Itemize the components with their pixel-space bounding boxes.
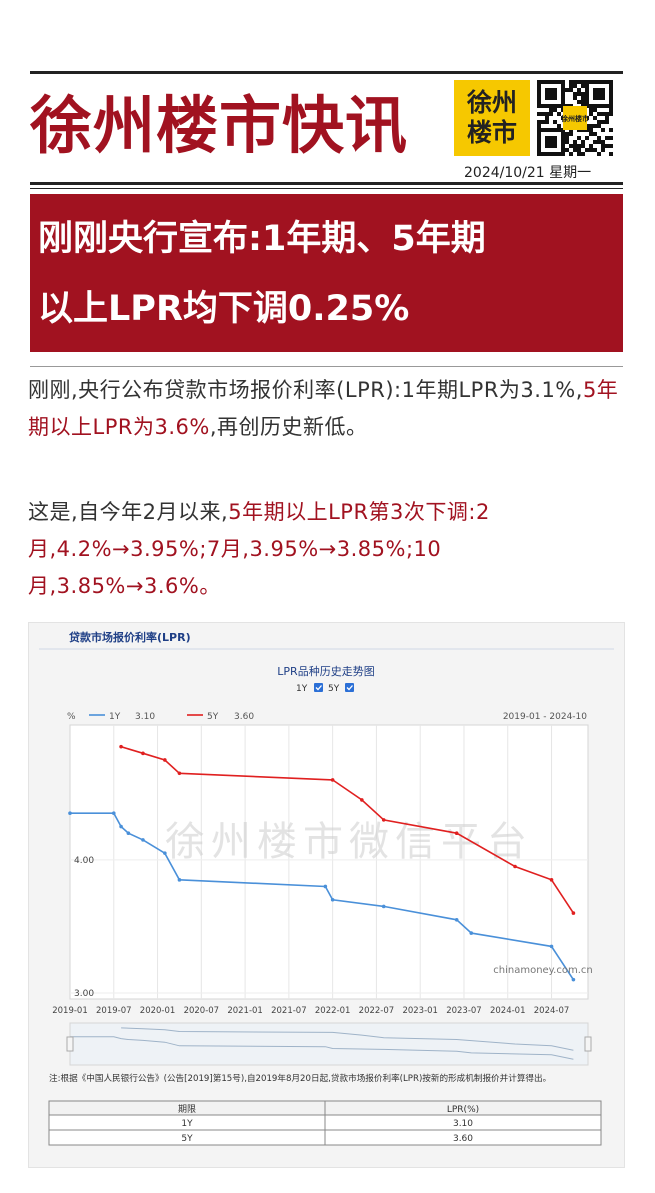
navigator-left-handle[interactable]: [66, 1036, 74, 1052]
data-point-5y: [571, 911, 576, 915]
qr-code-icon: 徐州楼市: [537, 80, 613, 156]
lpr-chart-screenshot: 贷款市场报价利率(LPR) LPR品种历史走势图 1Y 5Y % 1Y 3.10…: [28, 622, 625, 1168]
y-axis-unit: %: [67, 712, 76, 722]
data-point-5y: [381, 818, 386, 822]
legend-5y-name: 5Y: [207, 712, 219, 722]
x-tick-label: 2021-07: [271, 1006, 307, 1016]
check-icon: [346, 685, 353, 691]
table-cell-term-1y: 1Y: [181, 1119, 193, 1129]
headline-line-2: 以上LPR均下调0.25%: [38, 289, 410, 329]
data-point-1y: [469, 931, 474, 935]
data-point-5y: [454, 831, 459, 836]
x-tick-label: 2019-01: [52, 1006, 88, 1016]
p1-text-a: 刚刚,央行公布贷款市场报价利率(LPR):1年期LPR为3.1%,: [28, 378, 583, 402]
lpr-table: 期限 LPR(%) 1Y 3.10 5Y 3.60: [48, 1100, 602, 1146]
x-tick-label: 2024-07: [534, 1006, 570, 1016]
data-point-1y: [323, 884, 328, 889]
data-point-1y: [111, 811, 116, 816]
masthead-title: 徐州楼市快讯: [30, 89, 409, 162]
x-tick-label: 2019-07: [96, 1006, 132, 1016]
data-point-1y: [177, 878, 182, 882]
navigator-right-handle[interactable]: [584, 1036, 592, 1052]
headline-banner: 刚刚央行宣布:1年期、5年期 以上LPR均下调0.25%: [30, 194, 623, 352]
logo-line-1: 徐州: [466, 88, 517, 117]
data-point-5y: [513, 864, 517, 869]
chart-panel-heading: 贷款市场报价利率(LPR): [69, 630, 191, 644]
table-cell-term-5y: 5Y: [181, 1134, 193, 1144]
x-tick-label: 2022-01: [315, 1006, 351, 1016]
x-tick-label: 2023-07: [446, 1006, 482, 1016]
data-point-1y: [126, 831, 131, 836]
table-header-term: 期限: [178, 1104, 196, 1115]
p1-text-highlight: 5年期以上LPR为3.6%: [28, 378, 619, 439]
y-tick-label: 3.00: [74, 989, 94, 999]
data-point-5y: [163, 758, 167, 762]
masthead-top-rule: [30, 71, 623, 74]
y-tick-labels: 3.00 4.00: [74, 856, 94, 999]
data-point-1y: [68, 811, 72, 816]
navigator-line-1y: [70, 1036, 574, 1060]
table-cell-lpr-5y: 3.60: [453, 1134, 473, 1144]
data-point-5y: [119, 744, 123, 749]
data-point-5y: [549, 878, 554, 882]
filter-5y-checkbox[interactable]: [345, 683, 354, 692]
legend-1y-name: 1Y: [109, 712, 121, 722]
headline-line-1: 刚刚央行宣布:1年期、5年期: [38, 219, 486, 259]
range-navigator[interactable]: [69, 1022, 589, 1066]
data-point-1y: [141, 838, 145, 842]
lead-divider: [30, 366, 623, 367]
p2-text-highlight: 5年期以上LPR第3次下调:2月,4.2%→3.95%;7月,3.95%→3.8…: [28, 500, 490, 598]
check-icon: [315, 685, 322, 691]
x-tick-label: 2021-01: [227, 1006, 263, 1016]
x-tick-label: 2020-01: [140, 1006, 176, 1016]
y-tick-label: 4.00: [74, 856, 94, 866]
chart-footnote: 注:根据《中国人民银行公告》(公告[2019]第15号),自2019年8月20日…: [49, 1074, 552, 1084]
data-point-1y: [571, 977, 576, 982]
data-point-1y: [163, 851, 167, 855]
data-point-1y: [330, 897, 335, 902]
data-point-1y: [454, 917, 459, 922]
chart-title: LPR品种历史走势图: [277, 664, 374, 678]
legend-5y-value: 3.60: [234, 712, 254, 722]
table-header-lpr: LPR(%): [447, 1105, 479, 1115]
x-tick-labels: 2019-01 2019-07 2020-01 2020-07 2021-01 2021-…: [52, 1006, 569, 1016]
p1-text-c: ,再创历史新低。: [209, 415, 368, 439]
plot-area: [69, 724, 589, 1000]
x-tick-label: 2024-01: [490, 1006, 526, 1016]
x-tick-label: 2022-07: [359, 1006, 395, 1016]
table-cell-lpr-1y: 3.10: [453, 1119, 473, 1129]
data-point-5y: [177, 771, 182, 776]
qr-center-caption: 徐州楼市: [560, 114, 589, 123]
masthead-bottom-rule: [30, 182, 623, 185]
paragraph-1: 刚刚,央行公布贷款市场报价利率(LPR):1年期LPR为3.1%,5年期以上LP…: [28, 372, 628, 446]
chart-watermark: 徐州楼市微信平台: [165, 819, 533, 865]
chart-source-mark: chinamoney.com.cn: [493, 965, 592, 976]
x-tick-label: 2020-07: [184, 1006, 220, 1016]
x-tick-label: 2023-01: [402, 1006, 438, 1016]
data-point-5y: [360, 798, 364, 802]
issue-date: 2024/10/21 星期一: [464, 165, 592, 181]
data-point-1y: [119, 824, 123, 829]
filter-5y-label: 5Y: [328, 684, 340, 694]
data-point-5y: [141, 751, 145, 756]
chart-date-range: 2019-01 - 2024-10: [503, 712, 587, 722]
data-point-1y: [381, 904, 386, 909]
filter-1y-label: 1Y: [296, 684, 308, 694]
navigator-line-5y: [121, 1027, 574, 1051]
chart-series: [68, 744, 576, 982]
logo-line-2: 楼市: [466, 118, 517, 147]
navigator-mini-series: [70, 1027, 574, 1060]
data-point-1y: [549, 944, 554, 949]
filter-1y-checkbox[interactable]: [314, 683, 323, 692]
paragraph-2: 这是,自今年2月以来,5年期以上LPR第3次下调:2月,4.2%→3.95%;7…: [28, 494, 628, 605]
masthead-bottom-thin-rule: [30, 188, 623, 189]
brand-logo: 徐州 楼市: [454, 80, 530, 156]
data-point-5y: [330, 778, 335, 782]
p2-text-a: 这是,自今年2月以来,: [28, 500, 229, 524]
legend-1y-value: 3.10: [135, 712, 155, 722]
